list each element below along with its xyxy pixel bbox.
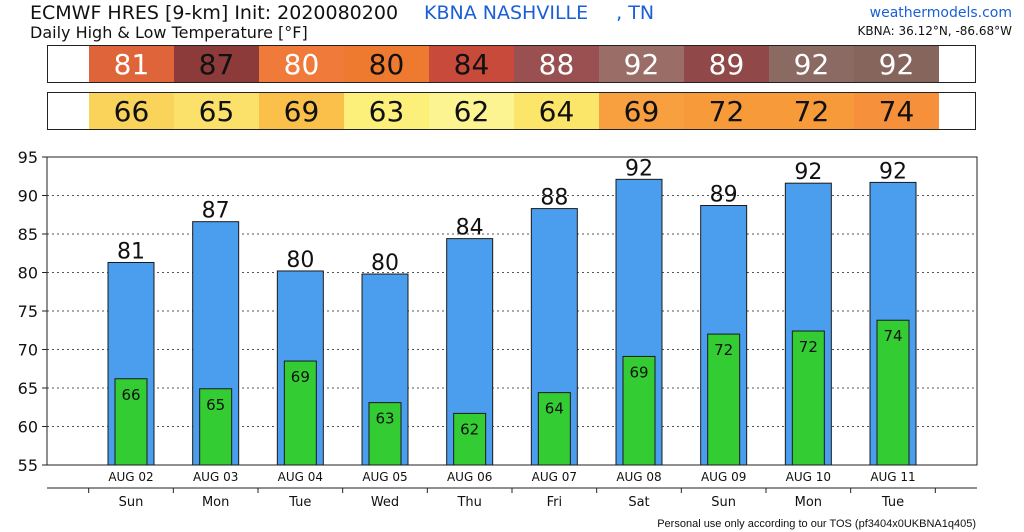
low-data-label: 69 [629, 363, 648, 381]
high-cell: 92 [854, 46, 939, 82]
x-tick-label: AUG 06 [447, 470, 492, 484]
low-bar [622, 355, 656, 466]
y-tick-label: 90 [18, 187, 38, 206]
y-tick-label: 80 [18, 264, 38, 283]
x-tick-label: AUG 10 [786, 470, 831, 484]
weekday-label: Thu [456, 495, 481, 510]
chart-subtitle: Daily High & Low Temperature [°F] [30, 23, 308, 42]
y-tick-label: 65 [18, 379, 38, 398]
x-tick-label: AUG 08 [616, 470, 661, 484]
high-data-label: 87 [202, 199, 230, 224]
low-data-label: 69 [291, 368, 310, 386]
weekday-label: Fri [547, 495, 563, 510]
high-cell: 80 [344, 46, 429, 82]
x-tick-label: AUG 05 [362, 470, 407, 484]
low-cell: 69 [599, 93, 684, 129]
y-tick-label: 75 [18, 302, 38, 321]
station-name: KBNA NASHVILLE [424, 2, 589, 24]
high-data-label: 81 [117, 239, 145, 264]
low-bar [876, 319, 910, 466]
low-data-label: 65 [206, 396, 225, 414]
weekday-label: Mon [202, 495, 229, 510]
low-bar [283, 360, 317, 466]
low-bar [707, 333, 741, 466]
low-data-label: 64 [545, 400, 564, 418]
x-tick-label: AUG 03 [193, 470, 238, 484]
low-data-label: 66 [121, 386, 140, 404]
high-cell: 84 [429, 46, 514, 82]
weekday-label: Sun [119, 495, 144, 510]
weekday-label: Tue [288, 495, 311, 510]
low-data-label: 62 [460, 420, 479, 438]
weekday-label: Mon [795, 495, 822, 510]
x-tick-label: AUG 09 [701, 470, 746, 484]
low-bar [791, 330, 825, 466]
weekday-label: Sat [628, 495, 649, 510]
weekday-label: Tue [881, 495, 904, 510]
high-temp-strip: 81 87 80 80 84 88 92 89 92 92 [47, 45, 976, 83]
low-cell: 65 [174, 93, 259, 129]
tos-footer: Personal use only according to our TOS (… [657, 518, 976, 530]
high-cell: 88 [514, 46, 599, 82]
low-bar [114, 378, 148, 466]
low-cell: 64 [514, 93, 599, 129]
low-cell: 69 [259, 93, 344, 129]
high-data-label: 84 [456, 216, 484, 241]
low-cell: 63 [344, 93, 429, 129]
station-state: , TN [616, 2, 655, 24]
high-cell: 92 [769, 46, 854, 82]
chart-title: ECMWF HRES [9-km] Init: 2020080200 KBNA N… [30, 2, 654, 24]
station-coords: KBNA: 36.12°N, -86.68°W [857, 24, 1012, 38]
low-data-label: 63 [375, 410, 394, 428]
low-temp-strip: 66 65 69 63 62 64 69 72 72 74 [47, 92, 976, 130]
low-cell: 66 [89, 93, 174, 129]
y-tick-label: 95 [18, 148, 38, 167]
high-cell: 89 [684, 46, 769, 82]
low-data-label: 74 [883, 327, 902, 345]
x-tick-label: AUG 04 [278, 470, 323, 484]
high-cell: 81 [89, 46, 174, 82]
y-tick-label: 60 [18, 418, 38, 437]
low-bar [368, 402, 402, 466]
model-init-title: ECMWF HRES [9-km] Init: 2020080200 [30, 2, 399, 24]
x-tick-label: AUG 07 [532, 470, 577, 484]
high-cell: 92 [599, 46, 684, 82]
low-cell: 74 [854, 93, 939, 129]
site-name: weathermodels.com [869, 5, 1012, 21]
high-data-label: 92 [879, 159, 907, 184]
high-data-label: 80 [371, 251, 399, 276]
low-bar [453, 412, 487, 466]
weekday-label: Sun [711, 495, 736, 510]
high-data-label: 92 [794, 160, 822, 185]
high-data-label: 89 [710, 183, 738, 208]
high-data-label: 80 [286, 248, 314, 273]
high-cell: 87 [174, 46, 259, 82]
y-tick-label: 85 [18, 225, 38, 244]
low-bar [537, 392, 571, 466]
y-tick-label: 70 [18, 341, 38, 360]
high-data-label: 88 [540, 186, 568, 211]
weekday-label: Wed [371, 495, 399, 510]
high-data-label: 92 [625, 156, 653, 181]
high-cell: 80 [259, 46, 344, 82]
low-cell: 62 [429, 93, 514, 129]
low-cell: 72 [769, 93, 854, 129]
low-bar [199, 388, 233, 466]
x-tick-label: AUG 11 [870, 470, 915, 484]
x-tick-label: AUG 02 [108, 470, 153, 484]
low-data-label: 72 [799, 338, 818, 356]
low-data-label: 72 [714, 341, 733, 359]
low-cell: 72 [684, 93, 769, 129]
plot-frame [46, 156, 978, 466]
y-tick-label: 55 [18, 456, 38, 475]
